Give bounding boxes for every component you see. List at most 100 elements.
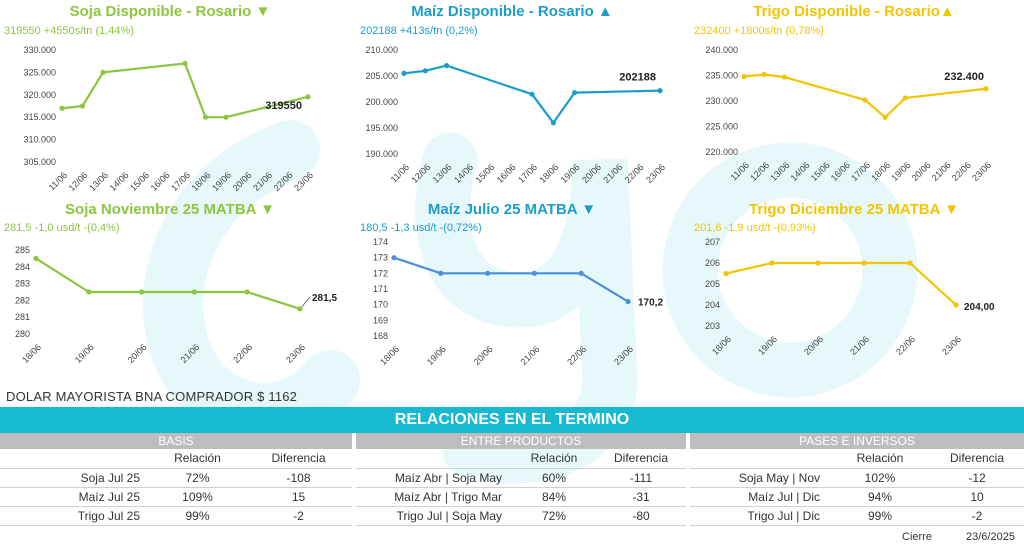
data-point (769, 260, 775, 266)
y-tick-label: 205 (705, 279, 720, 289)
y-tick-label: 285 (15, 245, 30, 255)
y-tick-label: 174 (373, 237, 388, 247)
y-tick-label: 171 (373, 284, 388, 294)
x-tick-label: 12/06 (748, 160, 771, 183)
x-tick-label: 18/06 (537, 162, 560, 185)
x-tick-label: 15/06 (128, 170, 151, 193)
x-tick-label: 16/06 (149, 170, 172, 193)
row-diferencia: -2 (930, 506, 1024, 526)
x-tick-label: 20/06 (126, 342, 149, 365)
x-tick-label: 23/06 (612, 344, 635, 367)
row-relacion: 94% (830, 487, 930, 507)
x-tick-label: 12/06 (67, 170, 90, 193)
panel-title: Soja Disponible - Rosario ▼ (69, 3, 271, 20)
col-diferencia: Diferencia (245, 449, 352, 469)
data-point (907, 260, 913, 266)
data-point (657, 88, 663, 94)
data-point (983, 86, 989, 92)
row-label: Soja Jul 25 (0, 468, 150, 488)
col-relacion: Relación (512, 449, 596, 469)
row-label: Maíz Jul | Dic (690, 487, 830, 507)
x-tick-label: 13/06 (768, 160, 791, 183)
data-point (550, 120, 556, 126)
y-tick-label: 283 (15, 279, 30, 289)
x-tick-label: 13/06 (87, 170, 110, 193)
x-tick-label: 18/06 (869, 160, 892, 183)
data-point (781, 74, 787, 80)
x-tick-label: 20/06 (802, 334, 825, 357)
x-tick-label: 22/06 (231, 342, 254, 365)
y-tick-label: 203 (705, 321, 720, 331)
y-tick-label: 206 (705, 258, 720, 268)
x-tick-label: 19/06 (756, 334, 779, 357)
data-point (761, 71, 767, 78)
panel-title: Trigo Diciembre 25 MATBA ▼ (749, 201, 959, 218)
y-tick-label: 200.000 (365, 97, 398, 107)
data-point (59, 105, 65, 111)
x-tick-label: 15/06 (473, 162, 496, 185)
x-tick-label: 14/06 (452, 162, 475, 185)
col-relacion: Relación (830, 449, 930, 469)
data-point (953, 302, 959, 308)
table-row: Trigo Jul | Dic 99% -2 (690, 506, 1024, 526)
table-row: Maíz Jul 25 109% 15 (0, 487, 352, 507)
y-tick-label: 173 (373, 253, 388, 263)
x-tick-label: 21/06 (518, 344, 541, 367)
data-point (882, 114, 888, 120)
line-chart-maiz-julio: 174 173 172 171 170 169 168 18/06 19/06 20/06 21/0… (373, 237, 663, 367)
y-tick-label: 204 (705, 300, 720, 310)
table-basis: BASIS Relación Diferencia Soja Jul 25 72… (0, 433, 352, 526)
y-tick-label: 225.000 (705, 122, 738, 132)
data-point (79, 103, 86, 109)
x-tick-label: 20/06 (231, 170, 254, 193)
x-tick-label: 22/06 (272, 170, 295, 193)
line-chart-trigo-diciembre: 207 206 205 204 203 18/06 19/06 20/06 21/06 22/06… (705, 237, 995, 357)
data-point (902, 95, 908, 101)
x-tick-label: 19/06 (559, 162, 582, 185)
panel-subtitle: 319550 +4550s/tn (1,44%) (4, 25, 134, 37)
line-chart-soja-noviembre: 285 284 283 282 281 280 18/06 19/06 20/06 21/06 22… (15, 245, 337, 365)
x-tick-label: 14/06 (789, 160, 812, 183)
x-tick-label: 19/06 (889, 160, 912, 183)
last-value-label: 319550 (265, 100, 302, 112)
row-label: Trigo Jul 25 (0, 506, 150, 526)
y-tick-label: 281 (15, 312, 30, 322)
x-tick-label: 21/06 (930, 160, 953, 183)
table-row: Maíz Abr | Trigo Mar 84% -31 (356, 487, 686, 507)
col-diferencia: Diferencia (596, 449, 686, 469)
y-tick-label: 169 (373, 315, 388, 325)
footer-fecha: 23/6/2025 (966, 531, 1015, 543)
table-header: BASIS (0, 433, 352, 449)
data-point (33, 255, 39, 261)
line-chart-trigo-disponible: 240.000 235.000 230.000 225.000 220.000 11/06… (705, 45, 993, 183)
data-point (422, 68, 428, 74)
x-tick-label: 17/06 (516, 162, 539, 185)
data-point (244, 289, 250, 295)
x-tick-label: 23/06 (292, 170, 315, 193)
table-pases-inversos: PASES E INVERSOS Relación Diferencia Soj… (690, 433, 1024, 526)
row-relacion: 72% (150, 468, 245, 488)
x-tick-label: 18/06 (20, 342, 43, 365)
x-tick-label: 20/06 (472, 344, 495, 367)
x-tick-label: 19/06 (73, 342, 96, 365)
data-point (297, 306, 303, 312)
y-tick-label: 310.000 (23, 135, 56, 145)
y-tick-label: 230.000 (705, 96, 738, 106)
panel-subtitle: 201,6 -1,9 usd/t -(0,93%) (694, 222, 816, 234)
x-tick-label: 20/06 (910, 160, 933, 183)
data-point (191, 289, 197, 295)
x-tick-label: 16/06 (829, 160, 852, 183)
series-line (725, 261, 957, 306)
data-point (862, 97, 868, 103)
last-value-label: 281,5 (312, 293, 337, 304)
panel-title: Trigo Disponible - Rosario▲ (753, 3, 955, 20)
data-point (438, 270, 444, 276)
x-tick-label: 23/06 (644, 162, 667, 185)
data-point (223, 114, 229, 120)
x-tick-label: 11/06 (47, 170, 70, 193)
data-point (741, 73, 747, 80)
series-line (35, 257, 301, 310)
y-tick-label: 168 (373, 331, 388, 341)
table-row: Trigo Jul 25 99% -2 (0, 506, 352, 526)
table-row: Soja May | Nov 102% -12 (690, 468, 1024, 488)
